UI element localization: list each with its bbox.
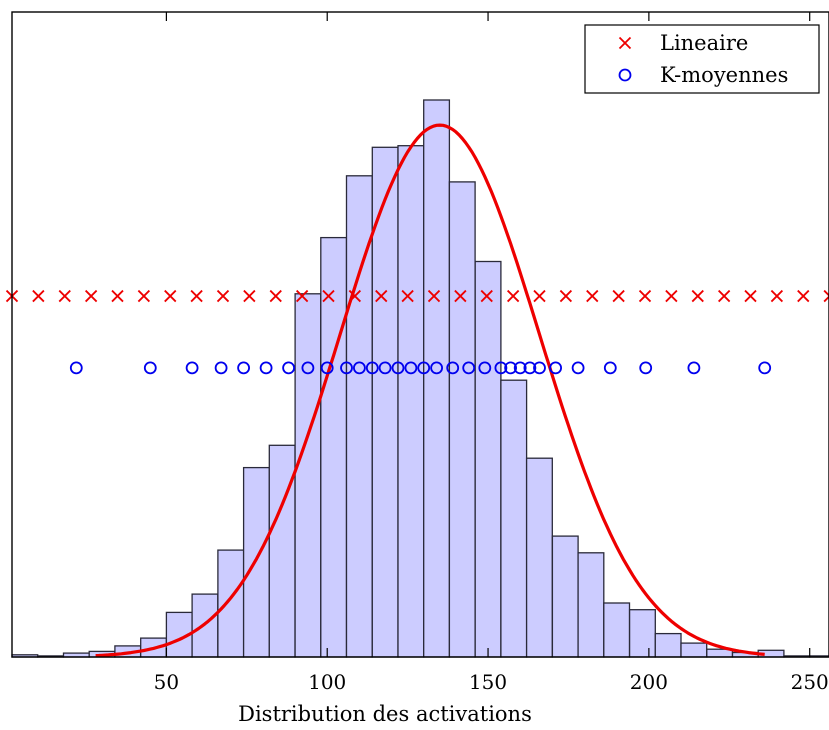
kmoyennes-marker — [494, 361, 508, 375]
x-tick-label: 250 — [791, 670, 829, 694]
histogram-bar — [423, 99, 451, 658]
x-tick-label: 100 — [308, 670, 346, 694]
lineaire-marker — [111, 289, 124, 303]
kmoyennes-marker — [687, 361, 701, 375]
axes-frame — [11, 11, 829, 658]
lineaire-marker — [348, 289, 362, 303]
kmoyennes-marker — [301, 361, 315, 375]
lineaire-marker — [269, 289, 282, 303]
kmoyennes-marker — [365, 361, 379, 375]
lineaire-marker — [375, 289, 388, 303]
lineaire-marker — [137, 289, 151, 303]
histogram-bar — [448, 181, 476, 658]
lineaire-marker — [84, 289, 98, 303]
legend-lineaire-marker — [618, 36, 632, 50]
x-tick-label: 150 — [469, 670, 507, 694]
legend-kmoyennes-marker — [618, 68, 632, 82]
histogram-bar — [294, 293, 322, 658]
lineaire-marker — [691, 289, 704, 303]
lineaire-markers — [5, 289, 829, 303]
kmoyennes-marker — [417, 361, 431, 375]
histogram-bar — [345, 175, 373, 658]
lineaire-marker — [427, 289, 441, 303]
legend-lineaire-label: Lineaire — [660, 31, 748, 55]
kmoyennes-marker — [533, 361, 546, 375]
kmoyennes-marker — [758, 361, 772, 375]
kmoyennes-marker — [504, 361, 518, 375]
kmoyennes-marker — [513, 361, 527, 375]
histogram-bar — [628, 609, 656, 658]
kmoyennes-marker — [320, 361, 334, 375]
kmoyennes-marker — [214, 361, 228, 375]
kmoyennes-marker — [282, 361, 296, 375]
x-axis-label: Distribution des activations — [238, 702, 532, 726]
histogram-bar — [397, 145, 425, 658]
lineaire-marker — [559, 289, 573, 303]
kmoyennes-marker — [523, 361, 537, 375]
lineaire-marker — [506, 289, 520, 303]
lineaire-marker — [665, 289, 678, 303]
lineaire-marker — [797, 289, 810, 303]
histogram-bars — [11, 99, 829, 658]
lineaire-marker — [823, 289, 829, 303]
lineaire-marker — [32, 289, 45, 303]
kmoyennes-marker — [237, 361, 251, 375]
kmoyennes-marker — [549, 361, 562, 375]
kmoyennes-marker — [478, 361, 492, 375]
kmoyennes-marker — [378, 361, 392, 375]
legend-kmoyennes-label: K-moyennes — [660, 63, 788, 87]
lineaire-marker — [586, 289, 599, 303]
lineaire-marker — [533, 289, 546, 303]
lineaire-marker — [612, 289, 625, 303]
histogram-bar — [654, 632, 682, 658]
lineaire-marker — [638, 289, 652, 303]
histogram-bar — [500, 379, 528, 658]
lineaire-marker — [58, 289, 71, 303]
kmoyennes-marker — [430, 361, 444, 375]
kmoyennes-markers — [69, 361, 772, 375]
histogram-bar — [551, 535, 579, 658]
lineaire-marker — [401, 289, 414, 303]
kmoyennes-marker — [69, 361, 83, 375]
kmoyennes-marker — [143, 361, 157, 375]
lineaire-marker — [454, 289, 467, 303]
lineaire-marker — [770, 289, 784, 303]
histogram-bar — [242, 466, 270, 658]
histogram-bar — [474, 260, 502, 658]
lineaire-marker — [243, 289, 256, 303]
kmoyennes-marker — [603, 361, 617, 375]
histogram-bar — [268, 444, 296, 658]
lineaire-marker — [295, 289, 309, 303]
kmoyennes-marker — [259, 361, 273, 375]
gaussian-fit-curve — [95, 123, 765, 658]
kmoyennes-marker — [352, 361, 366, 375]
kmoyennes-marker — [391, 361, 405, 375]
x-tick-label: 50 — [154, 670, 179, 694]
lineaire-marker — [744, 289, 757, 303]
lineaire-marker — [190, 289, 203, 303]
histogram-bar — [525, 457, 553, 658]
legend: Lineaire K-moyennes — [584, 24, 820, 94]
x-tick-label: 200 — [630, 670, 668, 694]
legend-box — [584, 24, 820, 94]
lineaire-marker — [480, 289, 493, 303]
histogram-bar — [603, 602, 631, 658]
lineaire-marker — [164, 289, 177, 303]
kmoyennes-marker — [340, 361, 353, 375]
kmoyennes-marker — [639, 361, 653, 375]
lineaire-marker — [322, 289, 335, 303]
histogram-bar — [371, 146, 399, 658]
axis-ticks: 50 100 150 200 250 — [154, 12, 829, 694]
histogram-bar — [577, 552, 605, 658]
kmoyennes-marker — [404, 361, 418, 375]
lineaire-marker — [718, 289, 731, 303]
histogram-bar — [680, 642, 708, 658]
kmoyennes-marker — [462, 361, 476, 375]
kmoyennes-marker — [446, 361, 460, 375]
kmoyennes-marker — [571, 361, 585, 375]
lineaire-marker — [216, 289, 230, 303]
kmoyennes-marker — [185, 361, 199, 375]
histogram-bar — [217, 549, 245, 658]
